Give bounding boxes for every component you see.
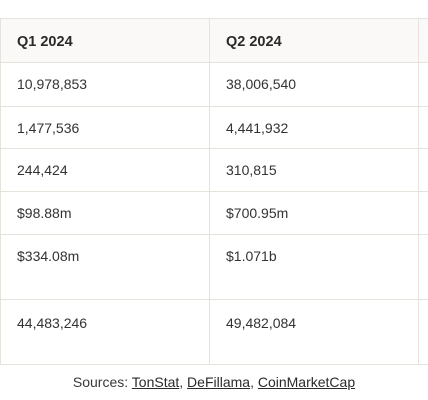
- table-cell-cutoff: [418, 107, 428, 148]
- data-table: Q1 2024 Q2 2024 10,978,853 38,006,540 1,…: [0, 18, 428, 365]
- table-cell: $1.071b: [209, 235, 418, 299]
- table-cell-cutoff: [418, 63, 428, 106]
- table-cell: $334.08m: [0, 235, 209, 299]
- table-cell-cutoff: [418, 300, 428, 364]
- table-cell: 4,441,932: [209, 107, 418, 148]
- table-cell: 44,483,246: [0, 300, 209, 364]
- table-cell: 310,815: [209, 149, 418, 191]
- table-cell-cutoff: [418, 235, 428, 299]
- source-link-coinmarketcap[interactable]: CoinMarketCap: [257, 374, 356, 390]
- table-header-row: Q1 2024 Q2 2024: [0, 19, 428, 63]
- table-row: 244,424 310,815: [0, 149, 428, 192]
- header-q2-2024: Q2 2024: [209, 19, 418, 62]
- table-row: $334.08m $1.071b: [0, 235, 428, 300]
- table-cell: $700.95m: [209, 192, 418, 234]
- table-row: $98.88m $700.95m: [0, 192, 428, 235]
- caption-separator: ,: [250, 374, 258, 390]
- table-cell-cutoff: [418, 192, 428, 234]
- header-q1-2024: Q1 2024: [0, 19, 209, 62]
- table-row: 1,477,536 4,441,932: [0, 107, 428, 149]
- table-row: 44,483,246 49,482,084: [0, 300, 428, 365]
- table-row: 10,978,853 38,006,540: [0, 63, 428, 107]
- table-cell: 38,006,540: [209, 63, 418, 106]
- caption-separator: ,: [179, 374, 188, 390]
- table-cell: 10,978,853: [0, 63, 209, 106]
- sources-prefix: Sources:: [72, 374, 132, 390]
- table-cell: $98.88m: [0, 192, 209, 234]
- source-link-tonstat[interactable]: TonStat: [131, 374, 180, 390]
- table-cell: 1,477,536: [0, 107, 209, 148]
- source-link-defillama[interactable]: DeFillama: [187, 374, 251, 390]
- table-cell: 49,482,084: [209, 300, 418, 364]
- header-cell-cutoff: [418, 19, 428, 62]
- sources-caption: Sources: TonStat, DeFillama, CoinMarketC…: [0, 374, 428, 390]
- table-cell-cutoff: [418, 149, 428, 191]
- table-cell: 244,424: [0, 149, 209, 191]
